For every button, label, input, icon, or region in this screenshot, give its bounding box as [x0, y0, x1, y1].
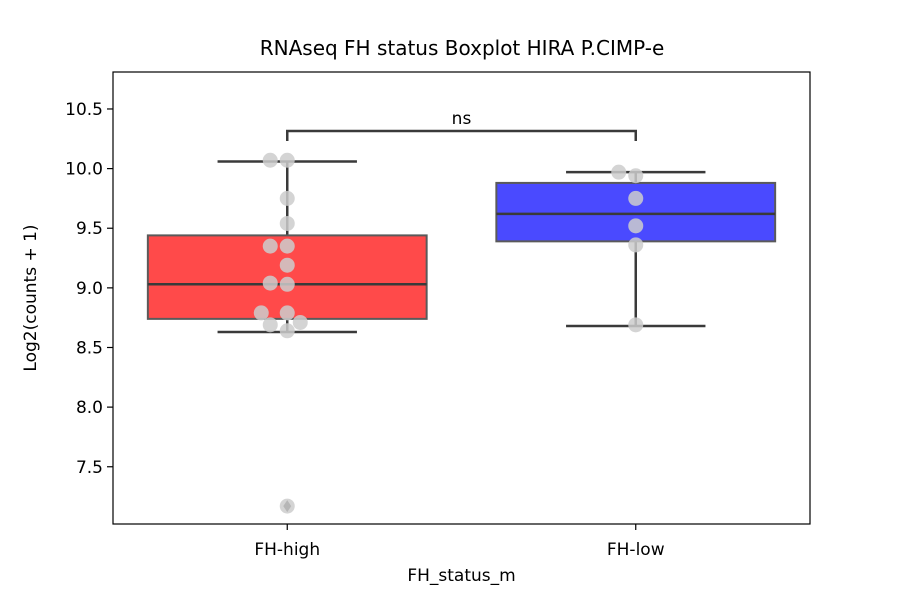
x-axis-label: FH_status_m [407, 566, 516, 586]
significance-label: ns [452, 109, 472, 129]
data-point-fh-low-0 [611, 164, 627, 180]
y-tick-label-4: 9.5 [76, 219, 103, 239]
data-point-fh-low-1 [628, 168, 644, 184]
x-tick-label-0: FH-high [254, 540, 320, 560]
y-tick-label-3: 9.0 [76, 279, 103, 299]
data-point-fh-low-3 [628, 218, 644, 234]
data-point-fh-high-6 [279, 257, 295, 273]
data-point-fh-high-2 [279, 190, 295, 206]
data-point-fh-low-4 [628, 237, 644, 253]
data-point-fh-high-1 [279, 152, 295, 168]
data-point-fh-high-9 [253, 305, 269, 321]
y-tick-label-0: 7.5 [76, 458, 103, 478]
data-point-fh-low-5 [628, 317, 644, 333]
data-point-fh-high-3 [279, 215, 295, 231]
significance-bracket [286, 129, 637, 141]
y-tick-label-2: 8.5 [76, 338, 103, 358]
chart-title: RNAseq FH status Boxplot HIRA P.CIMP-e [259, 36, 665, 60]
data-point-fh-high-8 [279, 276, 295, 292]
data-point-fh-high-14 [279, 498, 295, 514]
plot-frame [112, 71, 811, 525]
data-point-fh-high-10 [279, 305, 295, 321]
y-axis-label: Log2(counts + 1) [21, 224, 41, 372]
data-point-fh-high-5 [279, 238, 295, 254]
data-point-fh-high-11 [292, 314, 308, 330]
data-point-fh-high-13 [279, 323, 295, 339]
y-tick-label-6: 10.5 [65, 100, 103, 120]
y-tick-label-5: 10.0 [65, 160, 103, 180]
data-point-fh-high-4 [262, 238, 278, 254]
y-tick-label-1: 8.0 [76, 398, 103, 418]
data-point-fh-high-7 [262, 275, 278, 291]
data-point-fh-low-2 [628, 190, 644, 206]
x-tick-label-1: FH-low [607, 540, 665, 560]
data-point-fh-high-12 [262, 317, 278, 333]
data-point-fh-high-0 [262, 152, 278, 168]
